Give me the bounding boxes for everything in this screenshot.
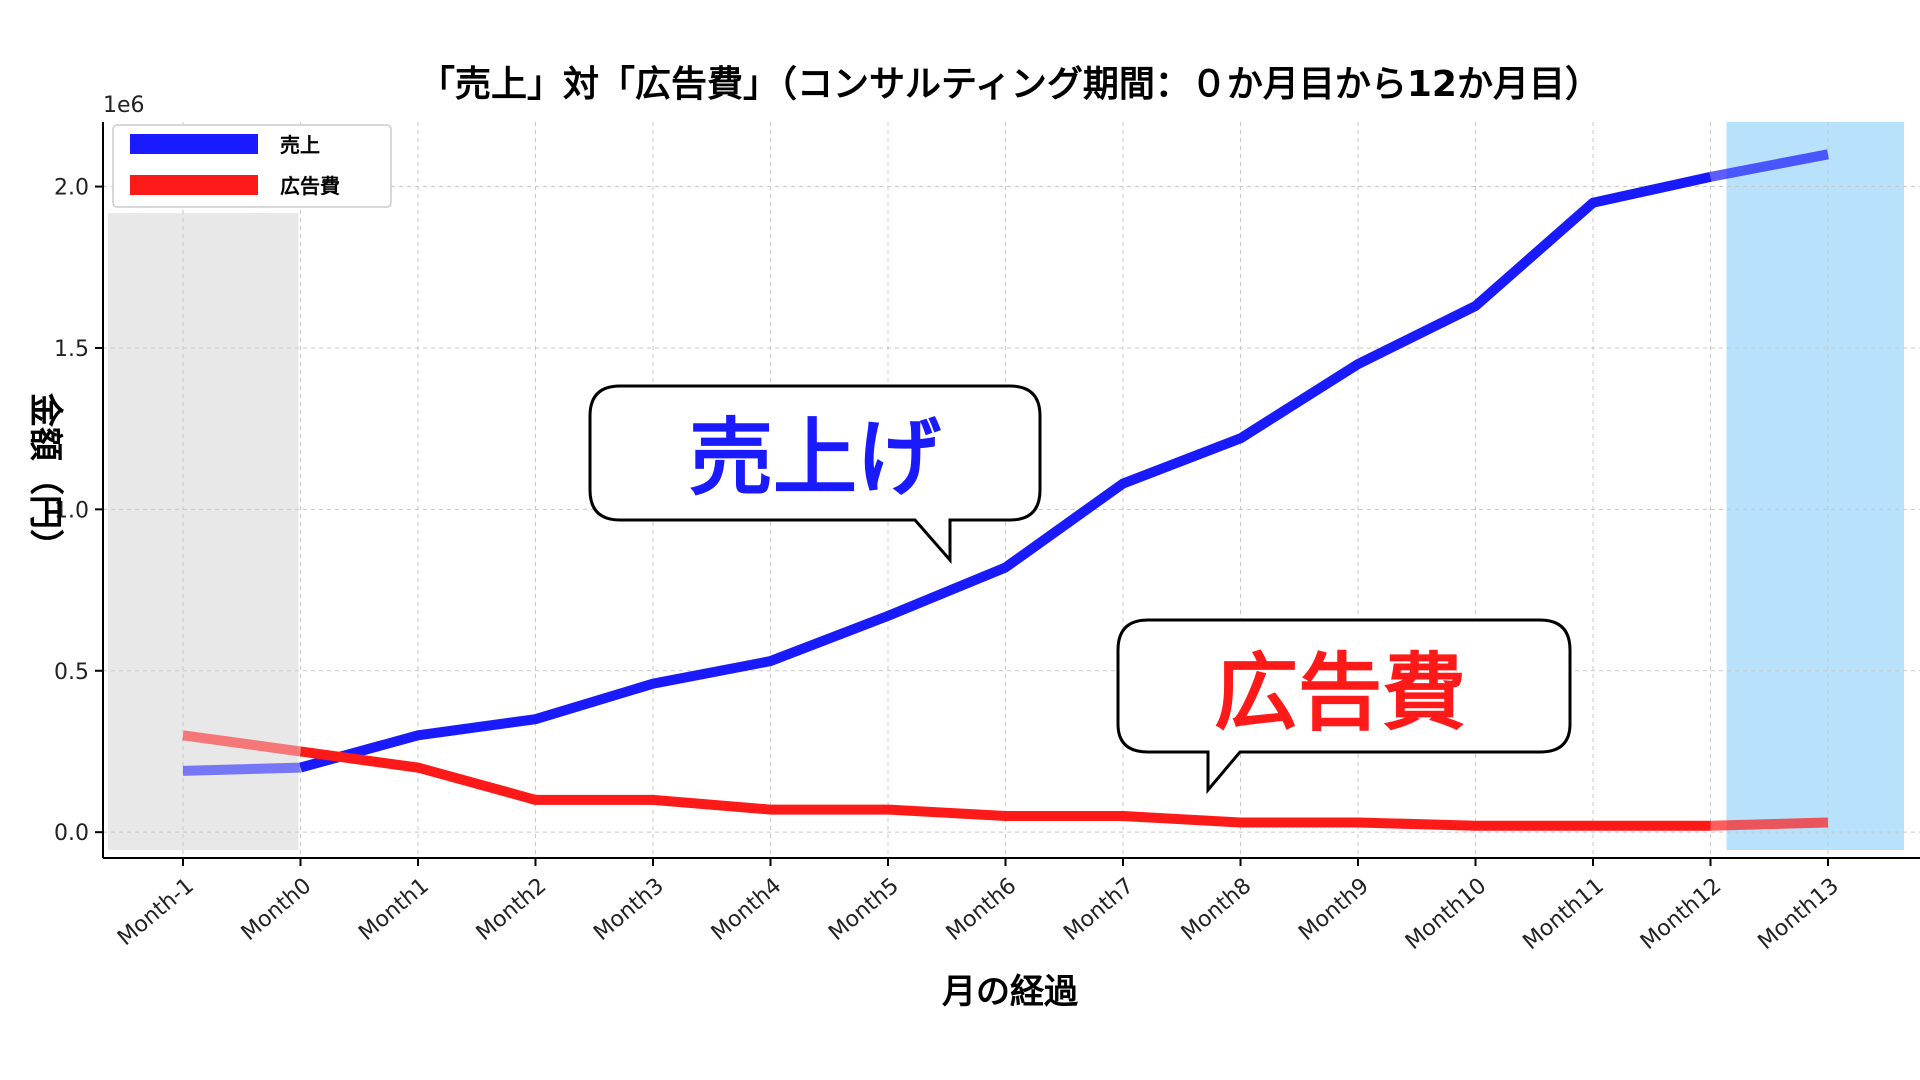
y-ticks: 0.0 0.5 1.0 1.5 2.0 <box>54 176 103 846</box>
series-segment-end-0 <box>1709 149 1829 182</box>
y-tick-label: 1.5 <box>54 337 89 362</box>
legend-swatch-sales <box>130 134 258 154</box>
x-tick-label: Month2 <box>472 873 552 945</box>
callout-ad-cost-bubble <box>1116 618 1572 795</box>
y-axis-title: 金額（円） <box>25 392 65 563</box>
legend-label-sales: 売上 <box>280 133 320 157</box>
x-tick-label: Month-1 <box>113 873 199 951</box>
legend: 売上 広告費 <box>112 124 392 208</box>
x-tick-label: Month0 <box>237 873 317 945</box>
legend-swatch-ad-cost <box>130 175 258 195</box>
y-offset-label: 1e6 <box>103 93 145 118</box>
y-tick-label: 2.0 <box>54 176 89 201</box>
shaded-regions <box>108 122 1904 850</box>
x-tick-label: Month6 <box>942 873 1022 945</box>
y-tick-label: 1.0 <box>54 498 89 523</box>
series-segment-end-1 <box>1710 817 1829 831</box>
x-tick-label: Month7 <box>1059 873 1139 945</box>
x-tick-label: Month11 <box>1519 873 1609 954</box>
series-segment-start-1 <box>182 730 302 757</box>
chart-title: 「売上」対「広告費」（コンサルティング期間：０か月目から12か月目） <box>419 64 1601 105</box>
faded-segments <box>1709 149 1829 831</box>
x-tick-label: Month8 <box>1177 873 1257 945</box>
y-tick-label: 0.0 <box>54 821 89 846</box>
x-tick-label: Month10 <box>1401 873 1491 954</box>
shaded-region-1 <box>1726 122 1904 850</box>
callout-ad-cost: 広告費 <box>1116 618 1572 795</box>
shaded-region-0 <box>108 213 299 850</box>
x-tick-label: Month3 <box>589 873 669 945</box>
x-tick-label: Month5 <box>824 873 904 945</box>
x-axis-title: 月の経過 <box>942 972 1079 1012</box>
callout-sales: 売上げ <box>588 384 1042 564</box>
x-tick-label: Month12 <box>1636 873 1726 954</box>
series-lines <box>182 154 1829 831</box>
x-ticks: Month-1 Month0 Month1 Month2 Month3 Month4 Mon… <box>113 858 1844 955</box>
x-tick-label: Month9 <box>1294 873 1374 945</box>
y-tick-label: 0.5 <box>54 660 89 685</box>
x-tick-label: Month1 <box>354 873 434 945</box>
callout-ad-cost-text: 広告費 <box>1214 644 1466 742</box>
axes <box>102 122 1920 859</box>
x-tick-label: Month4 <box>707 873 787 945</box>
callout-sales-text: 売上げ <box>689 409 941 507</box>
callout-sales-bubble <box>588 384 1042 564</box>
x-tick-label: Month13 <box>1754 873 1844 954</box>
series-segment-start-0 <box>182 762 301 776</box>
legend-label-ad-cost: 広告費 <box>280 174 340 198</box>
